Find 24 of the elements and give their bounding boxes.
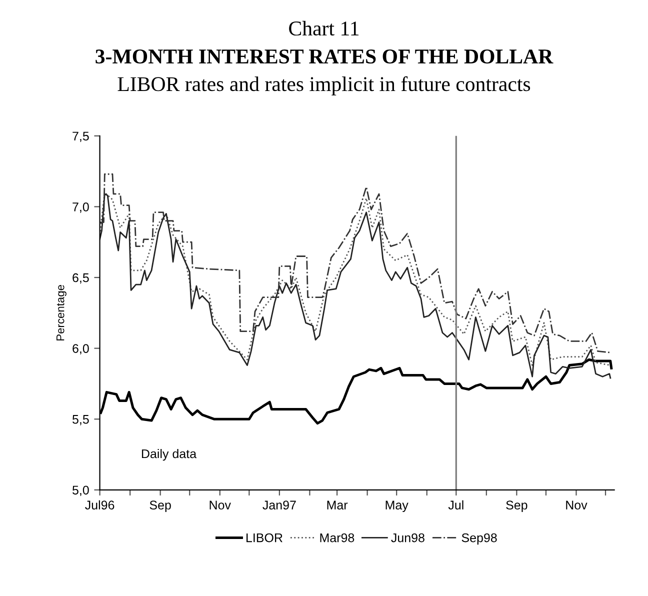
x-tick-label: Nov [566,500,588,510]
x-tick-label: Jul96 [85,500,114,510]
x-tick-label: May [386,500,408,512]
y-axis-title: Percentage [56,284,66,340]
y-tick-label: 6,0 [72,344,89,354]
legend-label: Jun98 [391,533,424,542]
y-tick-label: 7,5 [72,132,89,142]
x-tick-label: Sep [150,500,171,512]
chart-title: Chart 11 [289,20,359,36]
x-tick-label: Jan97 [262,500,296,510]
line-series [100,173,612,354]
x-tick-label: Nov [210,500,231,510]
y-tick-label: 6,5 [72,273,89,284]
y-tick-label: 7,0 [72,202,89,213]
x-tick-label: Sep [506,500,528,512]
annotation: Daily data [142,448,197,461]
y-tick-label: 5,5 [72,415,89,426]
legend-label: Mar98 [320,533,354,542]
legend-label: Sep98 [462,533,497,545]
chart-subtitle: 3-MONTH INTEREST RATES OF THE DOLLAR LIBOR rates and rates implicit in future contracts [96,50,554,96]
x-tick-label: Mar [327,500,348,510]
x-tick-label: Jul [448,500,464,510]
y-tick-label: 5,0 [72,486,89,496]
legend-label: LIBOR [246,533,282,542]
